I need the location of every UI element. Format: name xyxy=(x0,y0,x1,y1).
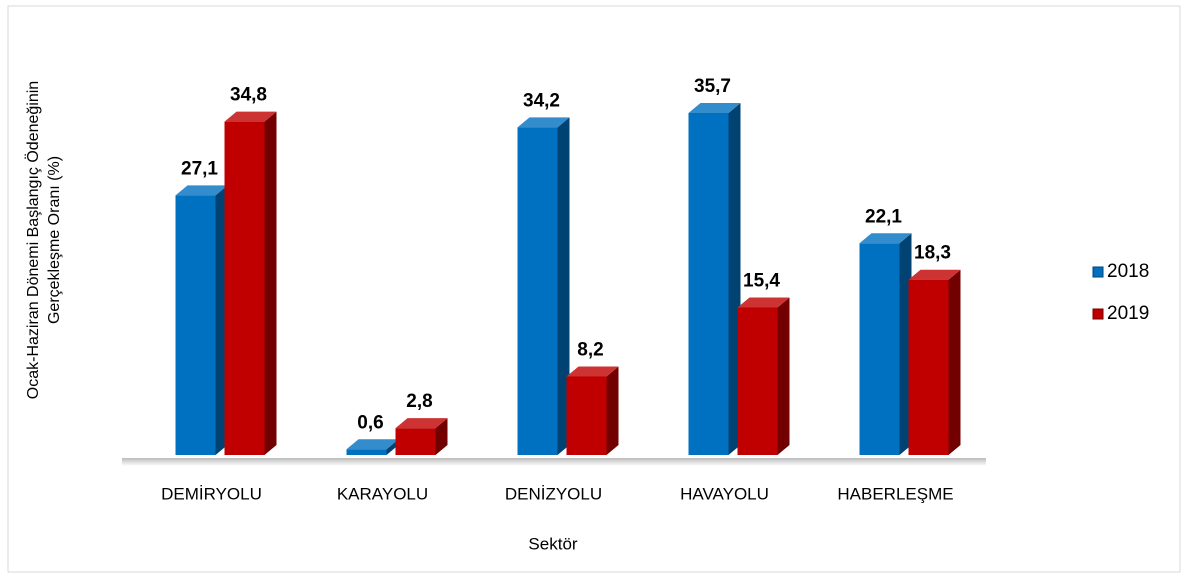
bar-side xyxy=(557,117,570,455)
bar xyxy=(346,449,387,455)
legend-item: 2018 xyxy=(1092,261,1149,282)
bar xyxy=(688,113,729,455)
x-tick-label: DENİZYOLU xyxy=(505,484,602,503)
x-tick-label: HABERLEŞME xyxy=(837,484,953,503)
bar-top xyxy=(737,297,790,308)
bar-top xyxy=(688,103,741,113)
bar-side xyxy=(264,111,277,455)
legend-swatch xyxy=(1092,308,1104,320)
y-axis-title: Ocak-Haziran Dönemi Başlangıç Ödeneğinin xyxy=(24,81,42,399)
bar-top xyxy=(346,439,399,450)
data-label: 35,7 xyxy=(694,76,731,97)
bar xyxy=(859,243,900,455)
bar-top xyxy=(908,269,961,280)
bar xyxy=(395,428,436,455)
bar-side xyxy=(948,269,961,455)
bar-group xyxy=(175,185,228,456)
bar-top xyxy=(859,233,912,244)
data-label: 0,6 xyxy=(357,412,383,433)
data-label: 15,4 xyxy=(743,270,780,291)
bar xyxy=(908,279,949,455)
floor xyxy=(122,458,986,466)
bar-group xyxy=(737,297,790,455)
x-tick-label: KARAYOLU xyxy=(337,484,428,503)
bar-group xyxy=(517,117,570,455)
bar xyxy=(517,127,558,455)
data-label: 2,8 xyxy=(406,391,432,412)
bar-group xyxy=(908,269,961,455)
bar-group xyxy=(688,103,741,455)
bar xyxy=(737,307,778,455)
y-axis-title: Gerçekleşme Oranı (%) xyxy=(46,156,63,324)
legend-label: 2018 xyxy=(1107,261,1149,282)
data-label: 34,2 xyxy=(523,90,560,111)
bar-top xyxy=(224,111,277,122)
data-label: 8,2 xyxy=(577,339,603,360)
bar xyxy=(175,195,216,456)
bar-group xyxy=(566,366,619,455)
x-tick-label: HAVAYOLU xyxy=(680,484,769,503)
data-label: 18,3 xyxy=(914,243,951,264)
bar-top xyxy=(517,117,570,128)
bar-side xyxy=(777,297,790,455)
bar-group xyxy=(224,111,277,455)
bar-side xyxy=(435,418,448,455)
bar-group xyxy=(859,233,912,455)
bar-top xyxy=(566,366,619,377)
data-label: 27,1 xyxy=(181,158,218,179)
x-axis-title: Sektör xyxy=(528,534,577,553)
bar-side xyxy=(606,366,619,455)
bar-top xyxy=(175,185,228,196)
bar xyxy=(224,121,265,455)
legend-swatch xyxy=(1092,266,1104,278)
bar-top xyxy=(395,418,448,429)
x-tick-label: DEMİRYOLU xyxy=(161,484,262,503)
data-label: 34,8 xyxy=(230,85,267,106)
bar-group xyxy=(395,418,448,455)
data-label: 22,1 xyxy=(865,206,902,227)
bar xyxy=(566,376,607,455)
legend-label: 2019 xyxy=(1107,303,1149,324)
legend-item: 2019 xyxy=(1092,303,1149,324)
